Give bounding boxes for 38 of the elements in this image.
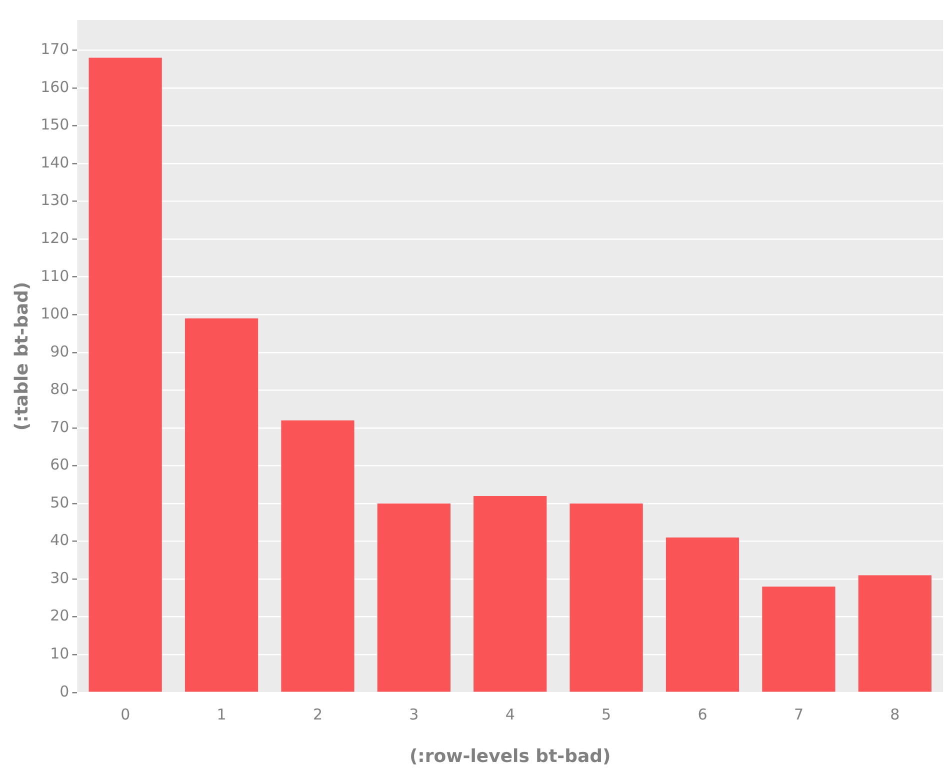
- y-tick-label: 120: [40, 228, 70, 247]
- x-tick-label: 5: [602, 705, 612, 724]
- y-tick-label: 140: [40, 153, 70, 172]
- x-tick-label: 4: [505, 705, 515, 724]
- y-tick-label: 90: [50, 342, 70, 360]
- bar: [858, 575, 932, 692]
- bar: [570, 504, 643, 692]
- x-axis-title: (:row-levels bt-bad): [409, 746, 611, 767]
- bar: [762, 586, 836, 692]
- y-tick-label: 0: [60, 682, 70, 700]
- y-tick-label: 60: [50, 456, 70, 474]
- x-tick-label: 3: [409, 705, 419, 724]
- y-tick-label: 30: [50, 568, 70, 587]
- y-tick-label: 130: [40, 191, 70, 210]
- y-tick-label: 70: [50, 418, 70, 436]
- bar: [88, 58, 162, 692]
- bar: [281, 420, 354, 692]
- x-tick-label: 2: [312, 705, 322, 724]
- x-tick-label: 1: [216, 705, 226, 724]
- y-tick-label: 10: [50, 644, 70, 663]
- y-axis-title: (:table bt-bad): [11, 282, 32, 431]
- y-tick-label: 110: [40, 266, 70, 285]
- bar: [184, 318, 258, 692]
- y-tick-label: 160: [40, 78, 70, 96]
- x-tick-label: 0: [120, 705, 130, 724]
- y-tick-label: 150: [40, 116, 70, 134]
- y-tick-label: 20: [50, 606, 70, 625]
- y-tick-label: 80: [50, 380, 70, 398]
- x-tick-label: 6: [698, 705, 708, 724]
- x-tick-label: 7: [794, 705, 804, 724]
- y-tick-label: 50: [50, 493, 70, 512]
- bar: [666, 538, 740, 692]
- y-tick-label: 170: [40, 40, 70, 58]
- y-tick-label: 100: [40, 304, 70, 323]
- x-tick-label: 8: [890, 705, 900, 724]
- bar: [474, 496, 547, 692]
- bar: [377, 504, 450, 692]
- y-tick-label: 40: [50, 531, 70, 550]
